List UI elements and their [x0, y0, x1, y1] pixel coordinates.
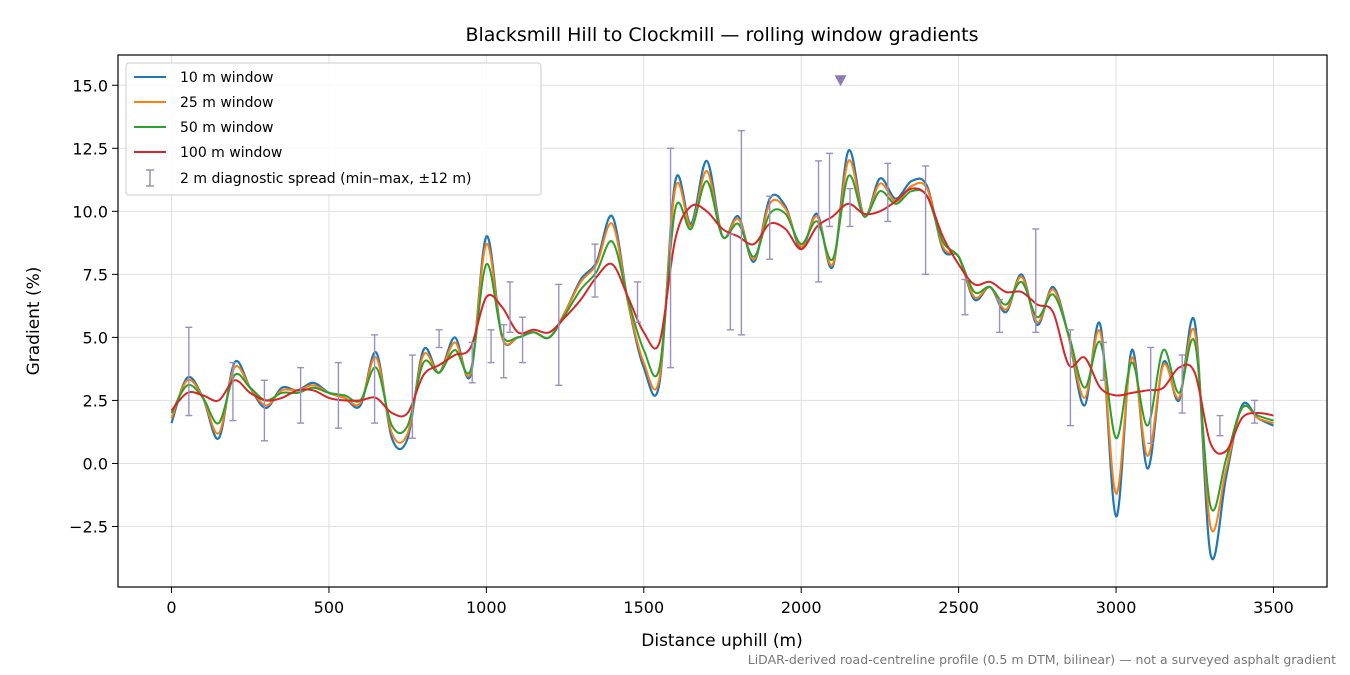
- error-bar: [1066, 329, 1074, 427]
- error-bar: [519, 316, 527, 364]
- error-bar: [334, 361, 342, 429]
- error-bar: [260, 379, 268, 442]
- y-tick-label: 0.0: [83, 454, 108, 473]
- error-bar: [185, 326, 193, 417]
- error-bar: [229, 361, 237, 422]
- legend-box: [125, 62, 542, 196]
- y-tick-label: 12.5: [72, 139, 108, 158]
- error-bar: [884, 162, 892, 223]
- y-tick-label: −2.5: [69, 517, 108, 536]
- x-tick-label: 1000: [466, 598, 507, 617]
- series-line-1: [170, 159, 1274, 533]
- y-tick-label: 2.5: [83, 391, 108, 410]
- error-bar: [408, 354, 416, 439]
- x-tick-label: 2000: [781, 598, 822, 617]
- x-tick-label: 500: [314, 598, 345, 617]
- x-tick-label: 1500: [623, 598, 664, 617]
- error-bar: [766, 195, 774, 260]
- legend-label-50m: 50 m window: [180, 120, 273, 136]
- error-bar: [487, 329, 495, 364]
- error-bar: [1032, 228, 1040, 334]
- y-tick-label: 5.0: [83, 328, 108, 347]
- error-bar: [1099, 341, 1107, 381]
- error-bar: [996, 298, 1004, 334]
- y-tick-label: 15.0: [72, 76, 108, 95]
- y-axis-ticks: −2.5 0.0 2.5 5.0 7.5 10.0 12.5 15.0: [69, 76, 118, 536]
- error-bar: [1251, 399, 1259, 424]
- peak-marker-layer: [834, 75, 847, 87]
- x-axis-ticks: 0 500 1000 1500 2000 2500 3000 3500: [166, 587, 1294, 617]
- error-bar: [591, 243, 599, 298]
- error-bar: [726, 233, 734, 331]
- legend-label-10m: 10 m window: [180, 70, 273, 86]
- y-tick-label: 10.0: [72, 202, 108, 221]
- error-bar: [737, 129, 745, 336]
- y-tick-label: 7.5: [83, 265, 108, 284]
- error-bar: [633, 281, 641, 323]
- footnote: LiDAR-derived road-centreline profile (0…: [748, 652, 1336, 667]
- error-bar: [1147, 346, 1155, 444]
- y-axis-label: Gradient (%): [24, 267, 44, 376]
- error-bar: [371, 334, 379, 424]
- x-tick-label: 3500: [1253, 598, 1294, 617]
- x-axis-label: Distance uphill (m): [641, 631, 802, 651]
- error-bar: [1216, 414, 1224, 437]
- error-bar: [506, 281, 514, 334]
- x-tick-label: 2500: [938, 598, 979, 617]
- legend: 10 m window 25 m window 50 m window 100 …: [125, 62, 542, 196]
- grid-lines: [118, 55, 1327, 587]
- error-bar: [846, 187, 854, 228]
- error-bars: [185, 129, 1259, 444]
- legend-label-25m: 25 m window: [180, 95, 273, 111]
- x-tick-label: 0: [166, 598, 176, 617]
- error-bar: [1178, 354, 1186, 414]
- series-line-2: [170, 174, 1274, 512]
- error-bar: [500, 324, 508, 379]
- error-bar: [961, 278, 969, 316]
- error-bar: [922, 165, 930, 276]
- error-bar: [815, 160, 823, 283]
- chart-title: Blacksmill Hill to Clockmill — rolling w…: [465, 24, 978, 46]
- legend-swatch-errorbar: [146, 169, 154, 187]
- error-bar: [826, 152, 834, 228]
- plot-frame: [117, 54, 1328, 588]
- series-line-3: [170, 187, 1274, 455]
- error-bar: [468, 341, 476, 384]
- error-bar: [555, 283, 563, 386]
- peak-marker: [834, 75, 847, 87]
- error-bar: [297, 366, 305, 424]
- error-bar: [435, 329, 443, 349]
- x-tick-label: 3000: [1096, 598, 1137, 617]
- error-bar: [667, 147, 675, 369]
- legend-label-100m: 100 m window: [180, 145, 282, 161]
- legend-label-errorbar: 2 m diagnostic spread (min–max, ±12 m): [180, 171, 471, 187]
